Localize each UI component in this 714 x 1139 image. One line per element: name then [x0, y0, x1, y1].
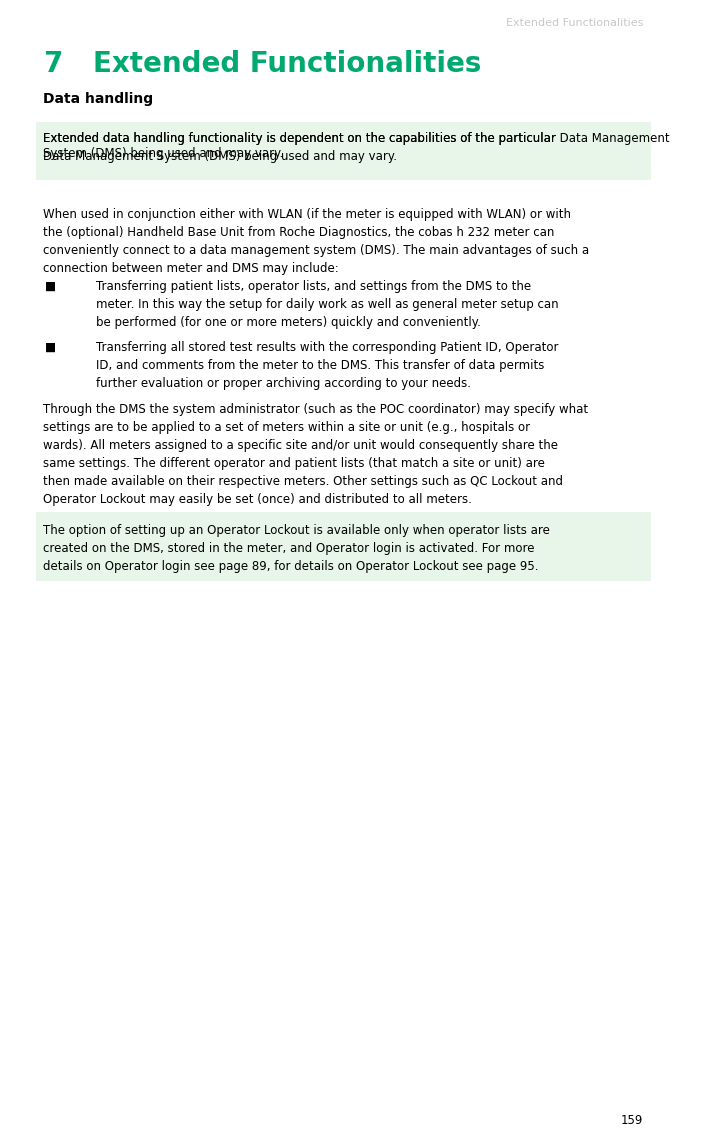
- Text: Extended Functionalities: Extended Functionalities: [506, 18, 643, 28]
- Text: 7: 7: [44, 50, 63, 77]
- Text: Transferring all stored test results with the corresponding Patient ID, Operator: Transferring all stored test results wit…: [96, 341, 558, 390]
- Text: Data handling: Data handling: [44, 92, 154, 106]
- Text: Transferring patient lists, operator lists, and settings from the DMS to the
met: Transferring patient lists, operator lis…: [96, 280, 559, 329]
- FancyBboxPatch shape: [36, 122, 650, 180]
- Text: ■: ■: [45, 341, 56, 353]
- Text: 159: 159: [620, 1114, 643, 1126]
- FancyBboxPatch shape: [36, 513, 650, 581]
- Text: When used in conjunction either with WLAN (if the meter is equipped with WLAN) o: When used in conjunction either with WLA…: [44, 208, 589, 274]
- Text: Extended data handling functionality is dependent on the capabilities of the par: Extended data handling functionality is …: [44, 132, 670, 159]
- Text: ■: ■: [45, 280, 56, 293]
- Text: Extended data handling functionality is dependent on the capabilities of the par: Extended data handling functionality is …: [44, 132, 556, 163]
- Text: Extended Functionalities: Extended Functionalities: [94, 50, 482, 77]
- Text: The option of setting up an Operator Lockout is available only when operator lis: The option of setting up an Operator Loc…: [44, 524, 550, 573]
- Text: Through the DMS the system administrator (such as the POC coordinator) may speci: Through the DMS the system administrator…: [44, 403, 588, 506]
